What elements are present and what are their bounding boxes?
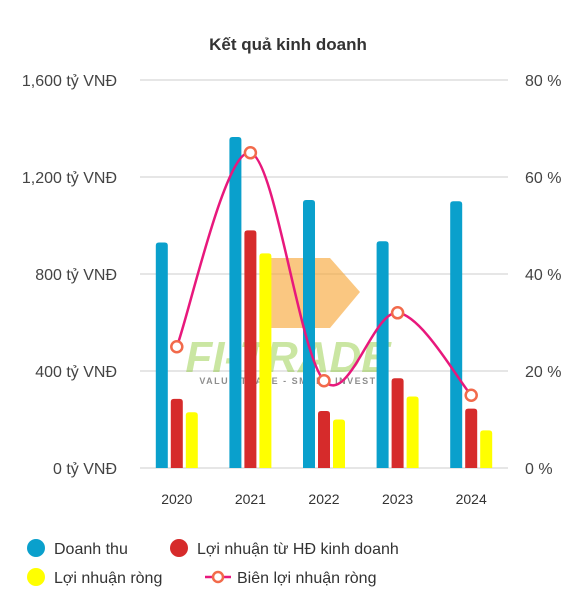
chart-title: Kết quả kinh doanh — [209, 35, 367, 54]
bar-loi-nhuan-tu-hd-kinh-doanh — [465, 408, 478, 468]
legend-label-doanh-thu: Doanh thu — [54, 541, 128, 558]
x-axis-tick-label: 2021 — [235, 491, 266, 507]
line-point — [317, 373, 331, 388]
right-axis-tick-label: 60 % — [525, 170, 561, 187]
x-axis-ticks: 2020 2021 2022 2023 2024 — [161, 491, 487, 507]
left-axis-tick-label: 0 tỷ VNĐ — [53, 461, 117, 478]
bar-loi-nhuan-rong — [406, 396, 419, 468]
line-point — [170, 340, 184, 354]
bar-doanh-thu — [229, 136, 242, 469]
left-axis-tick-label: 400 tỷ VNĐ — [35, 364, 117, 381]
margin-line-group — [170, 146, 478, 402]
x-axis-tick-label: 2022 — [308, 491, 339, 507]
bar-loi-nhuan-tu-hd-kinh-doanh — [170, 398, 183, 468]
legend-label-bien-loi-nhuan-rong: Biên lợi nhuận ròng — [237, 570, 376, 587]
line-bien-loi-nhuan-rong — [175, 151, 473, 397]
bar-doanh-thu — [376, 241, 389, 468]
right-axis-ticks: 0 % 20 % 40 % 60 % 80 % — [525, 73, 561, 478]
bar-loi-nhuan-rong — [185, 412, 198, 468]
line-point — [390, 306, 405, 320]
right-axis-tick-label: 20 % — [525, 364, 561, 381]
watermark-brand: FI-TRADE — [185, 333, 392, 382]
x-axis-tick-label: 2024 — [456, 491, 487, 507]
x-axis-tick-label: 2020 — [161, 491, 192, 507]
right-axis-tick-label: 0 % — [525, 461, 553, 478]
left-axis-tick-label: 1,600 tỷ VNĐ — [22, 73, 117, 90]
legend-swatch-loi-nhuan-rong — [27, 568, 45, 586]
bar-loi-nhuan-rong — [333, 419, 345, 468]
legend: Doanh thu Lợi nhuận từ HĐ kinh doanh Lợi n… — [27, 539, 399, 587]
legend-swatch-doanh-thu — [27, 539, 45, 557]
left-axis-tick-label: 800 tỷ VNĐ — [35, 267, 117, 284]
bar-loi-nhuan-rong — [259, 253, 272, 468]
x-axis-tick-label: 2023 — [382, 491, 413, 507]
bar-doanh-thu — [303, 200, 315, 468]
bar-loi-nhuan-tu-hd-kinh-doanh — [318, 411, 330, 468]
watermark-tagline: VALUE TRADE - SMART INVEST — [199, 376, 376, 386]
right-axis-tick-label: 40 % — [525, 267, 561, 284]
bar-loi-nhuan-tu-hd-kinh-doanh — [244, 230, 257, 468]
legend-marker-swatch — [211, 570, 225, 584]
line-point — [243, 146, 258, 160]
legend-swatch-loi-nhuan-tu-hd-kinh-doanh — [170, 539, 188, 557]
left-axis-tick-label: 1,200 tỷ VNĐ — [22, 170, 117, 187]
legend-label-loi-nhuan-rong: Lợi nhuận ròng — [54, 570, 162, 587]
right-axis-tick-label: 80 % — [525, 73, 561, 90]
legend-label-loi-nhuan-tu-hd-kinh-doanh: Lợi nhuận từ HĐ kinh doanh — [197, 541, 399, 558]
line-point — [464, 388, 478, 402]
bar-doanh-thu — [450, 201, 463, 468]
bar-doanh-thu — [155, 242, 168, 468]
bars-group — [155, 136, 493, 469]
bar-loi-nhuan-tu-hd-kinh-doanh — [391, 378, 404, 468]
bar-loi-nhuan-rong — [480, 430, 493, 468]
left-axis-ticks: 0 tỷ VNĐ 400 tỷ VNĐ 800 tỷ VNĐ 1,200 tỷ VNĐ… — [22, 73, 117, 478]
